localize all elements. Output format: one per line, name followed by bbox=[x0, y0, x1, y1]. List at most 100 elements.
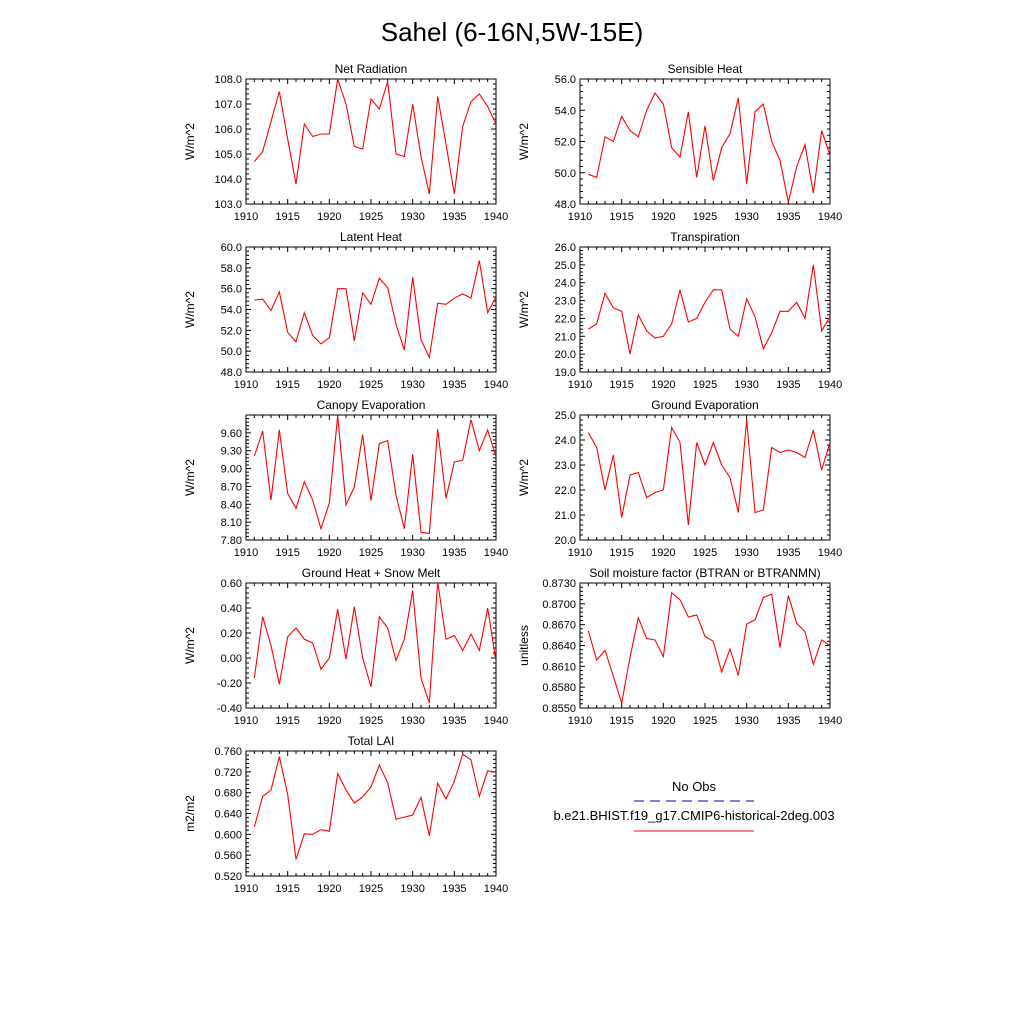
y-axis-label: W/m^2 bbox=[517, 123, 531, 160]
x-tick-label: 1940 bbox=[484, 379, 508, 391]
y-axis-label: W/m^2 bbox=[183, 459, 197, 496]
y-tick-label: 0.8700 bbox=[542, 599, 576, 611]
y-tick-label: 7.80 bbox=[221, 535, 242, 547]
x-tick-label: 1915 bbox=[275, 547, 299, 559]
x-tick-label: 1925 bbox=[359, 211, 383, 223]
x-tick-label: 1915 bbox=[275, 883, 299, 895]
x-tick-label: 1930 bbox=[400, 379, 424, 391]
x-tick-label: 1920 bbox=[317, 211, 341, 223]
y-tick-label: 0.8610 bbox=[542, 661, 576, 673]
x-tick-label: 1920 bbox=[651, 211, 675, 223]
y-tick-label: 25.0 bbox=[555, 260, 576, 272]
x-tick-label: 1935 bbox=[442, 379, 466, 391]
series-line bbox=[253, 583, 496, 704]
x-tick-label: 1935 bbox=[776, 715, 800, 727]
series-line bbox=[253, 415, 496, 535]
model-legend-label: b.e21.BHIST.f19_g17.CMIP6-historical-2de… bbox=[553, 808, 835, 823]
y-tick-label: 24.0 bbox=[555, 435, 576, 447]
y-tick-label: 9.00 bbox=[221, 464, 242, 476]
y-tick-label: 0.40 bbox=[221, 603, 242, 615]
series-line bbox=[588, 92, 830, 203]
x-tick-label: 1910 bbox=[568, 715, 592, 727]
x-tick-label: 1915 bbox=[609, 211, 633, 223]
y-tick-label: 8.40 bbox=[221, 499, 242, 511]
y-tick-label: 0.640 bbox=[214, 809, 242, 821]
x-tick-label: 1915 bbox=[275, 211, 299, 223]
x-tick-label: 1940 bbox=[818, 379, 842, 391]
y-tick-label: 23.0 bbox=[555, 460, 576, 472]
y-axis-label: W/m^2 bbox=[183, 291, 197, 328]
series-line bbox=[254, 260, 496, 360]
plot-frame bbox=[245, 78, 497, 205]
y-tick-label: 0.20 bbox=[221, 628, 242, 640]
x-tick-label: 1925 bbox=[693, 379, 717, 391]
x-tick-label: 1930 bbox=[734, 379, 758, 391]
x-tick-label: 1915 bbox=[609, 715, 633, 727]
figure-title: Sahel (6-16N,5W-15E) bbox=[381, 17, 644, 47]
panel-title: Net Radiation bbox=[335, 62, 408, 76]
y-tick-label: 50.0 bbox=[221, 346, 242, 358]
x-tick-label: 1915 bbox=[609, 379, 633, 391]
series-line bbox=[587, 591, 830, 704]
y-tick-label: 0.760 bbox=[214, 746, 242, 758]
panel-transpiration: Transpiration 1910 1915 1920 1925 1930 1935 194… bbox=[517, 230, 842, 391]
y-tick-label: 21.0 bbox=[555, 510, 576, 522]
y-tick-label: 19.0 bbox=[555, 367, 576, 379]
y-tick-label: 0.8670 bbox=[542, 620, 576, 632]
x-tick-label: 1935 bbox=[776, 211, 800, 223]
y-tick-label: 50.0 bbox=[555, 168, 576, 180]
y-tick-label: 23.0 bbox=[555, 296, 576, 308]
x-tick-label: 1915 bbox=[609, 547, 633, 559]
x-tick-label: 1920 bbox=[317, 715, 341, 727]
panel-title: Latent Heat bbox=[340, 230, 403, 244]
x-tick-label: 1935 bbox=[776, 379, 800, 391]
y-tick-label: 22.0 bbox=[555, 313, 576, 325]
panel-net-radiation: Net Radiation 1910 1915 1920 1925 1930 1935 194… bbox=[183, 62, 508, 223]
y-axis-label: W/m^2 bbox=[183, 123, 197, 160]
x-tick-label: 1920 bbox=[317, 547, 341, 559]
x-tick-label: 1935 bbox=[442, 547, 466, 559]
y-tick-label: 58.0 bbox=[221, 263, 242, 275]
y-tick-label: 0.680 bbox=[214, 788, 242, 800]
panel-title: Ground Heat + Snow Melt bbox=[302, 566, 441, 580]
y-tick-label: 9.60 bbox=[221, 428, 242, 440]
legend bbox=[634, 800, 754, 832]
y-tick-label: 56.0 bbox=[221, 284, 242, 296]
panel-sensible-heat: Sensible Heat 1910 1915 1920 1925 1930 1935 194… bbox=[517, 62, 842, 223]
panel-ground-evaporation: Ground Evaporation 1910 1915 1920 1925 1930 19… bbox=[517, 398, 842, 559]
y-tick-label: -0.20 bbox=[217, 678, 242, 690]
series-line bbox=[587, 419, 830, 526]
panel-soil-moisture-factor-btran-or-btranmn: Soil moisture factor (BTRAN or BTRANMN) 1… bbox=[517, 566, 842, 727]
x-tick-label: 1915 bbox=[275, 715, 299, 727]
panel-latent-heat: Latent Heat 1910 1915 1920 1925 1930 1935 1940 4… bbox=[183, 230, 508, 391]
y-tick-label: 0.8730 bbox=[542, 578, 576, 590]
panel-canopy-evaporation: Canopy Evaporation 1910 1915 1920 1925 1930 19… bbox=[183, 398, 508, 559]
y-axis-label: m2/m2 bbox=[183, 795, 197, 832]
plot-frame bbox=[245, 750, 497, 877]
x-tick-label: 1940 bbox=[484, 547, 508, 559]
x-tick-label: 1940 bbox=[484, 883, 508, 895]
x-tick-label: 1925 bbox=[693, 547, 717, 559]
panel-ground-heat-snow-melt: Ground Heat + Snow Melt 1910 1915 1920 1925 1… bbox=[183, 566, 508, 727]
y-tick-label: 0.60 bbox=[221, 578, 242, 590]
y-tick-label: 54.0 bbox=[221, 305, 242, 317]
y-tick-label: 20.0 bbox=[555, 349, 576, 361]
y-tick-label: 0.560 bbox=[214, 850, 242, 862]
y-tick-label: 54.0 bbox=[555, 105, 576, 117]
y-axis-label: W/m^2 bbox=[517, 459, 531, 496]
x-tick-label: 1920 bbox=[317, 883, 341, 895]
obs-legend-label: No Obs bbox=[671, 779, 717, 794]
panel-total-lai: Total LAI 1910 1915 1920 1925 1930 1935 1940 0.5… bbox=[183, 734, 508, 895]
panels: Net Radiation 1910 1915 1920 1925 1930 1935 194… bbox=[183, 62, 842, 895]
y-axis-label: W/m^2 bbox=[517, 291, 531, 328]
x-tick-label: 1925 bbox=[359, 883, 383, 895]
x-tick-label: 1940 bbox=[818, 715, 842, 727]
x-tick-label: 1925 bbox=[359, 379, 383, 391]
x-tick-label: 1930 bbox=[734, 547, 758, 559]
y-tick-label: 103.0 bbox=[214, 199, 242, 211]
panel-title: Sensible Heat bbox=[668, 62, 743, 76]
x-tick-label: 1920 bbox=[651, 715, 675, 727]
plot-frame bbox=[579, 414, 831, 541]
x-tick-label: 1930 bbox=[734, 715, 758, 727]
